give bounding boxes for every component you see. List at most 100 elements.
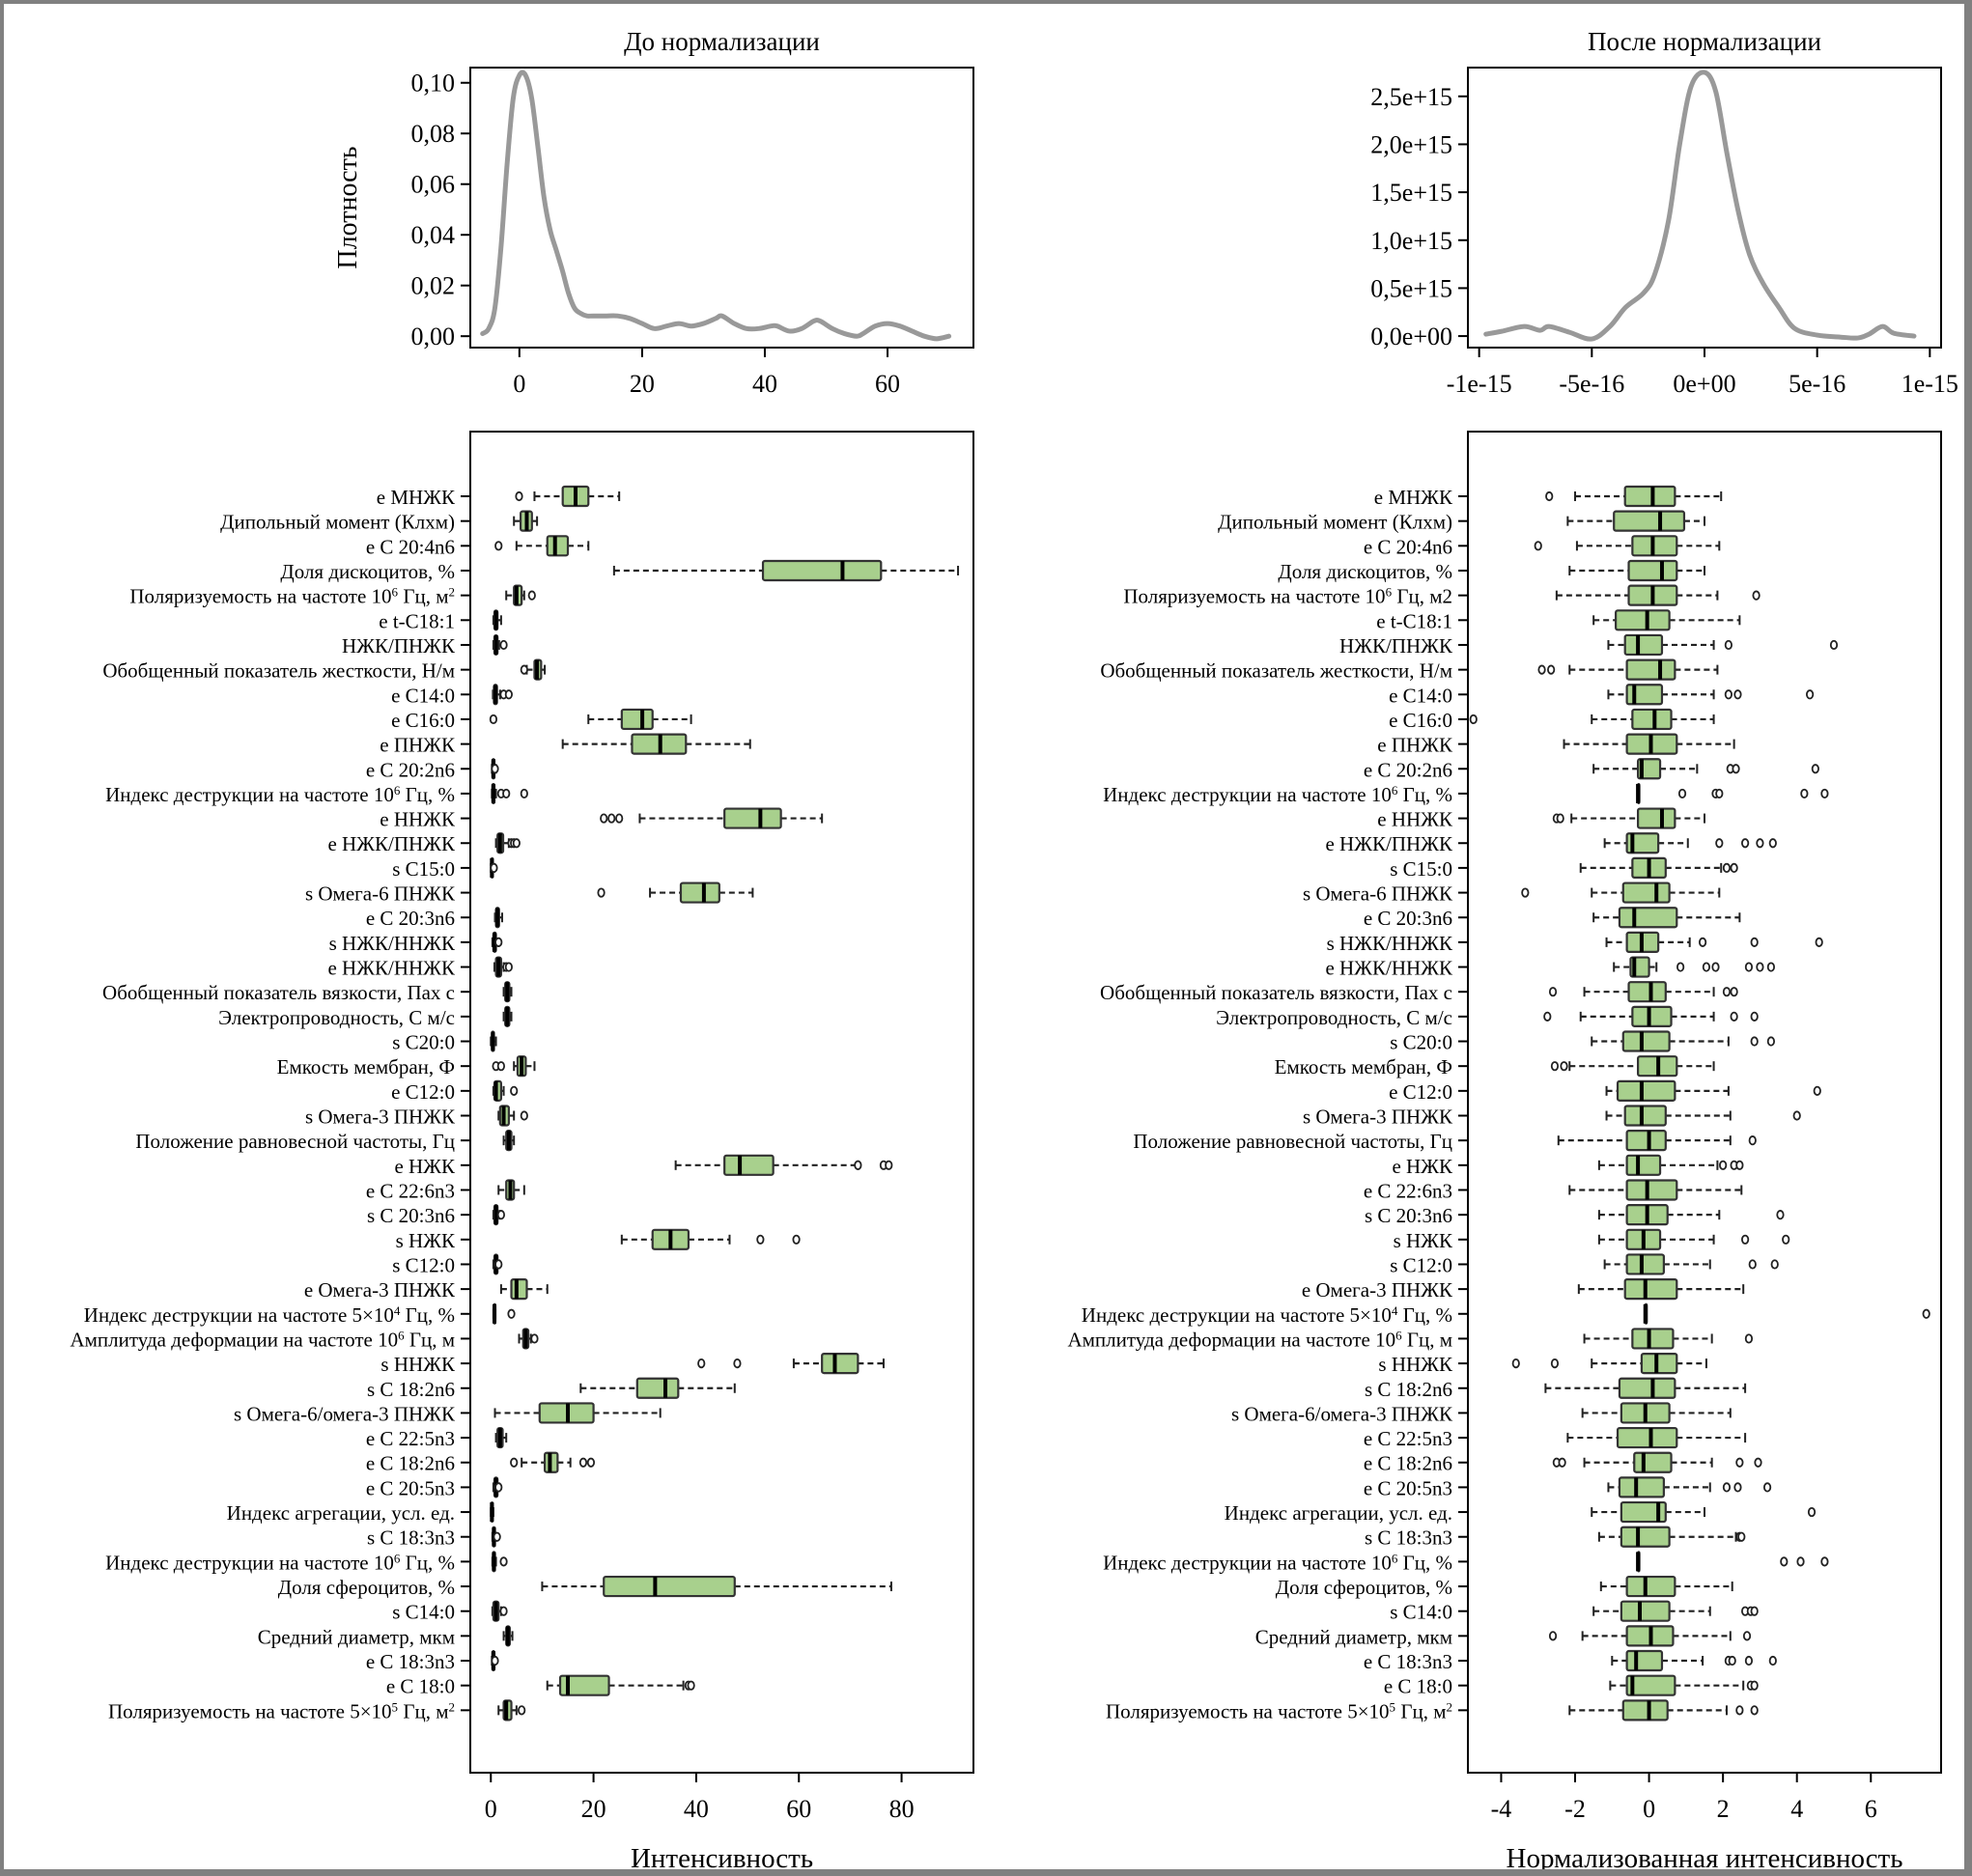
- outlier-point: [615, 813, 624, 824]
- outlier-point: [1722, 987, 1732, 997]
- outlier-point: [1752, 590, 1761, 601]
- x-tick-label: 4: [1790, 1795, 1803, 1823]
- box-row: Амплитуда деформации на частоте 106 Гц, …: [70, 1328, 539, 1351]
- box-row: e C14:0: [391, 684, 513, 707]
- box: [1623, 1278, 1678, 1301]
- y-tick-label: e C14:0: [391, 684, 455, 707]
- outlier-point: [1521, 887, 1530, 898]
- y-tick-label: e C 20:5n3: [366, 1476, 455, 1499]
- box-row: Доля дискоцитов, %: [280, 559, 960, 583]
- outlier-point: [504, 962, 513, 972]
- box: [546, 535, 570, 557]
- box: [1631, 1005, 1673, 1027]
- outlier-point: [1543, 1011, 1552, 1022]
- y-tick-label: Доля сфероцитов, %: [1276, 1576, 1452, 1599]
- box-row: Амплитуда деформации на частоте 106 Гц, …: [1067, 1328, 1754, 1351]
- box-row: e НЖК/ПНЖК: [327, 832, 521, 855]
- outlier-point: [494, 541, 503, 551]
- x-axis-label: Нормализованная интенсивность: [1507, 1843, 1903, 1869]
- y-tick-label: s C12:0: [392, 1253, 455, 1276]
- y-tick-label: s C12:0: [1390, 1253, 1452, 1276]
- outlier-point: [1545, 490, 1554, 502]
- outlier-point: [494, 1482, 503, 1493]
- box-row: e МНЖК: [377, 485, 621, 509]
- box: [1625, 1179, 1678, 1201]
- box-row: Индекс агрегации, усл. ед.: [227, 1500, 494, 1525]
- y-tick-label: e ПНЖК: [380, 734, 456, 757]
- box-row: s НЖК/ННЖК: [329, 931, 503, 955]
- box: [1631, 708, 1673, 731]
- box-row: s C 18:2n6: [1365, 1377, 1747, 1401]
- outlier-point: [600, 813, 608, 824]
- outlier-point: [1550, 1061, 1560, 1072]
- figure-canvas: До нормализации 0,00 0,02 0,04 0,06 0,08 0,10 0…: [70, 27, 1958, 1869]
- outlier-point: [491, 764, 499, 774]
- y-tick-label: s НЖК: [396, 1229, 456, 1252]
- x-tick-label: 0: [485, 1795, 497, 1823]
- density-line-density: [480, 70, 952, 342]
- box: [1623, 633, 1664, 657]
- y-tick-label: Поляризуемость на частоте 106 Гц, м2: [129, 584, 455, 608]
- box: [1615, 609, 1671, 631]
- density-chart-density-before: До нормализации 0,00 0,02 0,04 0,06 0,08 0,10 0…: [333, 27, 974, 398]
- y-tick-label: s Омега-6/омега-3 ПНЖК: [1231, 1402, 1453, 1425]
- box: [1618, 907, 1678, 929]
- outlier-point: [1560, 1061, 1568, 1072]
- box-row: s C 18:3n3: [367, 1526, 501, 1550]
- outlier-point: [1800, 788, 1809, 799]
- box-row: Поляризуемость на частоте 106 Гц, м2: [1123, 584, 1761, 608]
- x-tick-label: -5e-16: [1559, 370, 1624, 398]
- y-tick-label: Дипольный момент (Клхм): [1218, 511, 1452, 534]
- box-row: e НЖК/ННЖК: [327, 956, 513, 980]
- y-tick-label: s C 18:2n6: [1365, 1378, 1452, 1401]
- y-tick-label: s C 20:3n6: [367, 1204, 455, 1227]
- outlier-point: [854, 1160, 862, 1170]
- outlier-point: [1829, 639, 1839, 651]
- y-tick-label: e МНЖК: [377, 486, 456, 509]
- box-row: Обобщенный показатель вязкости, Пах с: [1100, 981, 1738, 1004]
- box-row: e C 18:3n3: [1364, 1649, 1777, 1673]
- box-row: s C 18:2n6: [367, 1377, 736, 1401]
- box: [1620, 1500, 1667, 1524]
- y-tick-label: s Омега-3 ПНЖК: [305, 1106, 456, 1129]
- y-tick-label: e ННЖК: [380, 808, 456, 831]
- outlier-point: [687, 1680, 695, 1691]
- y-tick-label: Обобщенный показатель жесткости, Н/м: [1100, 659, 1452, 683]
- y-tick-label: Доля дискоцитов, %: [1278, 560, 1452, 583]
- x-tick-label: 80: [889, 1795, 915, 1823]
- box: [821, 1352, 859, 1375]
- plot-frame: [1467, 431, 1942, 1774]
- box: [1631, 1328, 1675, 1350]
- box: [1620, 1526, 1671, 1548]
- y-tick-label: e ННЖК: [1377, 808, 1453, 831]
- box-row: e C16:0: [391, 708, 692, 732]
- box: [1625, 832, 1660, 854]
- box-row: Индекс деструкции на частоте 106 Гц, %: [1103, 1551, 1829, 1575]
- y-tick-label: e C 20:5n3: [1364, 1476, 1452, 1499]
- box: [1620, 1600, 1671, 1622]
- y-tick-label: e C12:0: [1389, 1080, 1452, 1104]
- density-line-density: [1483, 70, 1917, 342]
- outlier-point: [1537, 664, 1546, 675]
- box-row: Положение равновесной частоты, Гц: [1133, 1130, 1757, 1153]
- box: [1625, 658, 1676, 681]
- box: [1625, 1154, 1662, 1176]
- box: [1618, 1476, 1665, 1498]
- outlier-point: [1750, 937, 1759, 947]
- box-row: e НЖК: [1392, 1154, 1744, 1178]
- outlier-point: [1811, 764, 1819, 774]
- y-tick-label: 0,08: [411, 120, 456, 148]
- outlier-point: [1735, 1457, 1744, 1468]
- outlier-point: [1733, 689, 1742, 700]
- y-tick-label: Индекс деструкции на частоте 106 Гц, %: [1103, 1551, 1452, 1575]
- x-tick-label: -4: [1491, 1795, 1512, 1823]
- x-tick-label: 0: [513, 370, 525, 398]
- y-tick-label: s C20:0: [392, 1031, 455, 1054]
- y-tick-label: Средний диаметр, мкм: [1255, 1625, 1452, 1648]
- y-tick-label: e C12:0: [391, 1080, 455, 1104]
- y-tick-label: e Омега-3 ПНЖК: [304, 1278, 456, 1302]
- outlier-point: [496, 1061, 505, 1072]
- outlier-point: [499, 1606, 508, 1616]
- outlier-point: [1702, 962, 1711, 972]
- box-row: Поляризуемость на частоте 5×105 Гц, м2: [108, 1699, 526, 1722]
